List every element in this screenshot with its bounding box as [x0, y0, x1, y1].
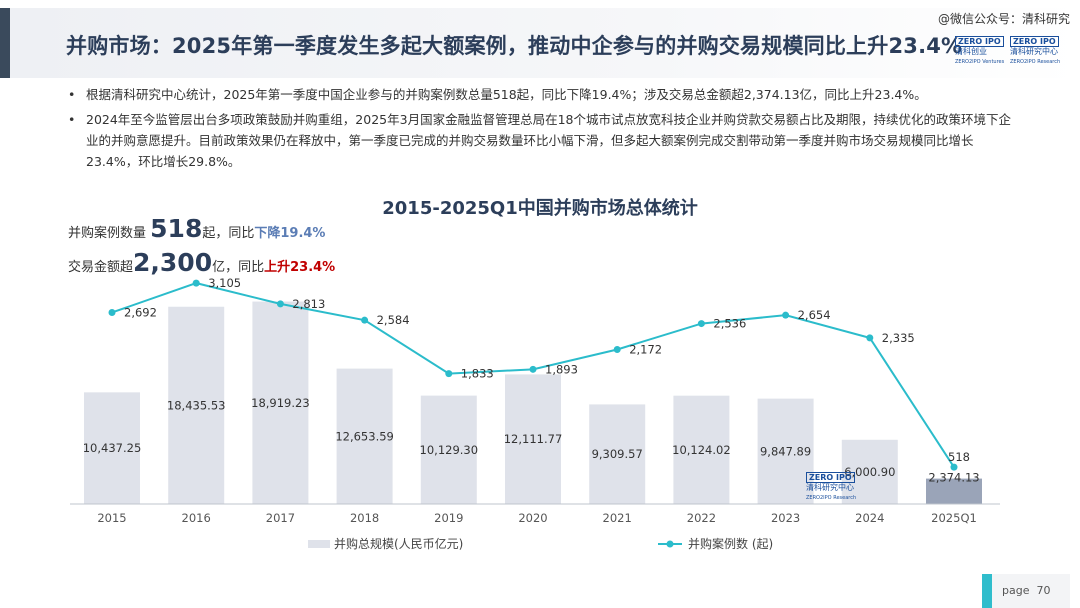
- stat-cases-value: 518: [150, 214, 203, 243]
- line-label-2015: 2,692: [124, 305, 157, 319]
- bar-2025Q1: [926, 478, 982, 504]
- line-label-2019: 1,833: [461, 367, 494, 381]
- bullet-marker: •: [68, 87, 76, 102]
- bar-2023: [757, 398, 814, 504]
- bullet-text: 2024年至今监管层出台多项政策鼓励并购重组，2025年3月国家金融监督管理总局…: [86, 112, 1011, 169]
- line-point-2016: [192, 279, 200, 287]
- stat-cases-change: 下降19.4%: [254, 226, 326, 241]
- stat-amount-label: 交易金额超: [68, 260, 134, 275]
- line-point-2024: [866, 334, 874, 342]
- bar-label-2018: 12,653.59: [335, 429, 394, 443]
- bar-2022: [673, 395, 730, 504]
- watermark: @微信公众号：清科研究: [937, 12, 1070, 26]
- bar-label-2024: 6,000.90: [844, 465, 895, 479]
- bar-label-2021: 9,309.57: [592, 447, 643, 461]
- x-tick-2019: 2019: [434, 511, 463, 525]
- line-point-2015: [108, 308, 116, 316]
- line-label-2020: 1,893: [545, 362, 578, 376]
- chart-title: 2015-2025Q1中国并购市场总体统计: [382, 198, 698, 219]
- x-tick-2016: 2016: [182, 511, 211, 525]
- page-title: 并购市场：2025年第一季度发生多起大额案例，推动中企参与的并购交易规模同比上升…: [66, 34, 963, 58]
- page-accent: [982, 574, 992, 608]
- line-label-2022: 2,536: [713, 317, 746, 331]
- x-tick-2023: 2023: [771, 511, 800, 525]
- line-point-2022: [697, 320, 705, 328]
- x-tick-2017: 2017: [266, 511, 295, 525]
- bar-2024: [841, 439, 898, 504]
- bar-label-2017: 18,919.23: [251, 396, 310, 410]
- line-point-2017: [276, 300, 284, 308]
- bar-2017: [252, 301, 309, 504]
- bar-label-2025Q1: 2,374.13: [928, 471, 979, 485]
- line-label-2024: 2,335: [882, 331, 915, 345]
- line-point-2018: [361, 316, 369, 324]
- legend-label-line: 并购案例数 (起): [688, 536, 773, 551]
- header-band: [10, 8, 1080, 78]
- stat-amount-value: 2,300: [133, 248, 213, 277]
- stat-amount-change: 上升23.4%: [264, 260, 336, 275]
- logo-zero2ipo-research: ZERO IPO 清科研究中心 ZERO2IPO Research: [1010, 36, 1061, 65]
- line-point-2020: [529, 365, 537, 373]
- line-point-2021: [613, 345, 621, 353]
- line-point-2019: [445, 370, 453, 378]
- bar-label-2022: 10,124.02: [672, 443, 731, 457]
- chart-logo: ZERO IPO 清科研究中心 ZERO2IPO Research: [806, 472, 857, 501]
- stat-cases-unit: 起，同比: [202, 226, 255, 241]
- bar-2020: [505, 374, 561, 504]
- bullet-marker: •: [68, 112, 76, 127]
- line-point-2025Q1: [950, 463, 958, 471]
- x-tick-2015: 2015: [97, 511, 126, 525]
- bullet-item: • 根据清科研究中心统计，2025年第一季度中国企业参与的并购案例数总量518起…: [68, 84, 1018, 105]
- bar-2019: [420, 395, 477, 504]
- bullet-item: • 2024年至今监管层出台多项政策鼓励并购重组，2025年3月国家金融监督管理…: [68, 109, 1018, 172]
- line-point-2023: [782, 311, 790, 319]
- bullet-text: 根据清科研究中心统计，2025年第一季度中国企业参与的并购案例数总量518起，同…: [86, 87, 927, 102]
- stat-amount-unit: 亿，同比: [212, 260, 265, 275]
- bar-label-2020: 12,111.77: [504, 432, 563, 446]
- bar-2021: [589, 404, 646, 504]
- stat-cases: 并购案例数量 518起，同比下降19.4%: [68, 214, 325, 243]
- bar-label-2015: 10,437.25: [83, 441, 142, 455]
- legend-swatch-bar: [308, 540, 330, 548]
- bar-label-2019: 10,129.30: [420, 443, 479, 457]
- line-label-2017: 2,813: [292, 297, 325, 311]
- x-tick-2018: 2018: [350, 511, 379, 525]
- line-label-2025Q1: 518: [948, 450, 970, 464]
- x-tick-2021: 2021: [603, 511, 632, 525]
- line-label-2018: 2,584: [377, 313, 410, 327]
- stat-cases-label: 并购案例数量: [68, 226, 147, 241]
- bar-label-2023: 9,847.89: [760, 444, 811, 458]
- line-label-2016: 3,105: [208, 276, 241, 290]
- x-tick-2025Q1: 2025Q1: [931, 511, 977, 525]
- bar-2018: [336, 368, 393, 504]
- x-tick-2022: 2022: [687, 511, 716, 525]
- x-tick-2020: 2020: [518, 511, 547, 525]
- header-accent-bar: [0, 8, 10, 78]
- legend-label-bar: 并购总规模(人民币亿元): [334, 536, 463, 551]
- line-label-2023: 2,654: [798, 308, 831, 322]
- legend-swatch-line-dot: [666, 540, 674, 548]
- x-tick-2024: 2024: [855, 511, 884, 525]
- summary-bullets: • 根据清科研究中心统计，2025年第一季度中国企业参与的并购案例数总量518起…: [68, 84, 1018, 176]
- bar-2015: [84, 392, 140, 504]
- stat-amount: 交易金额超2,300亿，同比上升23.4%: [68, 248, 335, 277]
- page-number: page 70: [992, 574, 1070, 608]
- line-label-2021: 2,172: [629, 342, 662, 356]
- logo-zero2ipo-ventures: ZERO IPO 清科创业 ZERO2IPO Ventures: [955, 36, 1005, 65]
- bar-label-2016: 18,435.53: [167, 398, 226, 412]
- bar-2016: [168, 306, 225, 504]
